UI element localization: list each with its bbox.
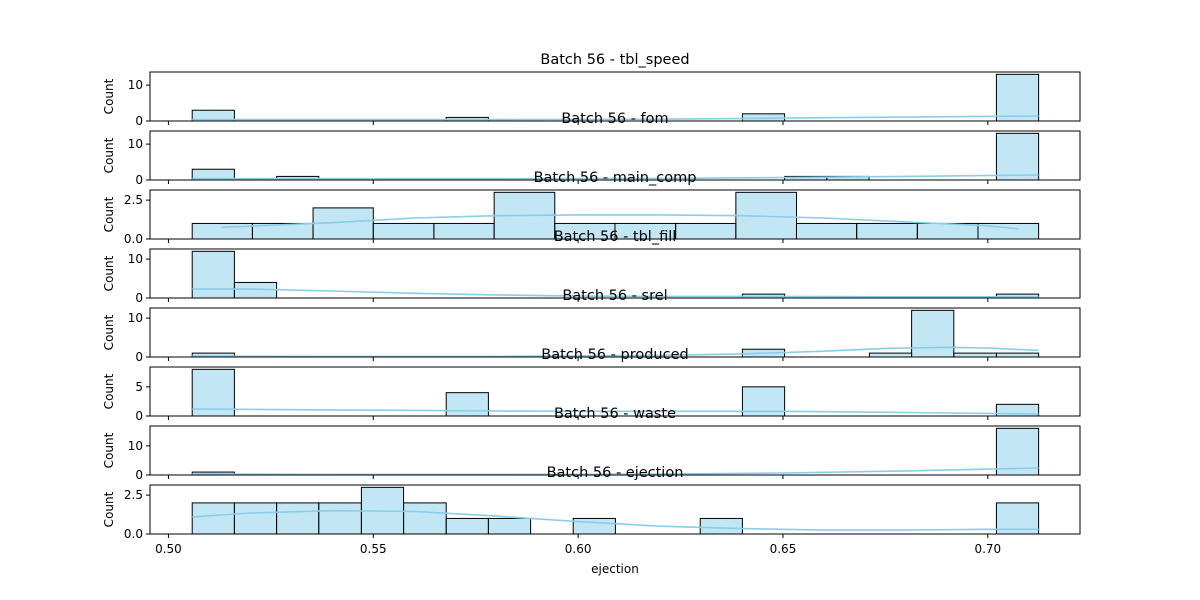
histogram-bar [916,222,979,240]
axes-frame [149,425,1081,476]
histogram-bar [995,73,1040,122]
y-tick-label: 0.0 [124,232,143,246]
y-axis-label: Count [102,314,116,350]
subplot-2: 0 10 Count Batch 56 - fom [102,111,1081,187]
x-axis-label: ejection [591,562,639,576]
kde-line [192,509,1039,531]
shared-x-axis: 0.50 0.55 0.60 0.65 0.70 [155,542,1001,556]
histogram-bar [953,352,997,358]
subplot-title: Batch 56 - tbl_fill [554,229,677,245]
y-tick-label: 5 [135,380,143,394]
subplot-title: Batch 56 - ejection [547,465,684,481]
histogram-bar [675,222,737,240]
y-axis-label: Count [102,137,116,173]
histogram-bar [572,517,616,535]
subplot-title: Batch 56 - tbl_speed [540,52,689,68]
kde-line [192,288,1039,298]
histogram-bar [372,222,435,240]
y-tick-label: 10 [128,439,143,453]
subplot-5: 0 10 Count Batch 56 - srel [102,288,1081,364]
subplot-3: 0.0 2.5 Count Batch 56 - main_comp [102,170,1081,246]
histogram-bar [995,132,1040,181]
y-tick-label: 0 [135,350,143,364]
kde-line [221,214,1019,230]
y-tick-label: 2.5 [124,193,143,207]
x-tick-label: 0.70 [974,542,1001,556]
subplot-title: Batch 56 - srel [562,288,667,304]
y-axis-label: Count [102,432,116,468]
x-tick-label: 0.55 [360,542,387,556]
subplot-title: Batch 56 - produced [541,347,688,363]
subplots: 0 10 Count Batch 56 - tbl_speed 0 10 Count Batc… [102,52,1081,541]
y-tick-label: 2.5 [124,488,143,502]
kde-line [192,467,1039,476]
histogram-bar [233,502,278,535]
kde-line [192,174,1039,180]
y-tick-label: 0 [135,409,143,423]
histogram-bar [191,368,235,417]
y-tick-label: 0 [135,291,143,305]
y-tick-label: 10 [128,137,143,151]
histogram-bar [487,517,532,535]
y-tick-label: 0 [135,114,143,128]
axes-frame [149,484,1081,535]
axes-frame [149,307,1081,358]
subplot-1: 0 10 Count Batch 56 - tbl_speed [102,52,1081,128]
y-tick-label: 0.0 [124,527,143,541]
kde-line [192,115,1039,121]
histogram-bar [403,502,447,535]
axes-frame [149,366,1081,417]
histogram-bar [191,250,235,299]
subplot-title: Batch 56 - main_comp [534,170,697,186]
y-axis-label: Count [102,255,116,291]
subplot-4: 0 10 Count Batch 56 - tbl_fill [102,229,1081,305]
y-tick-label: 10 [128,311,143,325]
histogram-bar [995,427,1040,476]
x-tick-label: 0.50 [155,542,182,556]
y-tick-label: 10 [128,252,143,266]
subplot-7: 0 10 Count Batch 56 - waste [102,406,1081,482]
histogram-bar [445,392,489,417]
histogram-bar [276,502,320,535]
histogram-bar [795,222,858,240]
axes-frame [149,248,1081,299]
y-axis-label: Count [102,196,116,232]
subplot-6: 0 5 Count Batch 56 - produced [102,347,1081,423]
histogram-bar [995,352,1040,358]
axes-frame [149,71,1081,122]
histogram-bar [911,309,955,358]
kde-line [192,346,1039,358]
histogram-bar [445,517,489,535]
y-tick-label: 10 [128,78,143,92]
y-tick-label: 0 [135,468,143,482]
y-axis-label: Count [102,78,116,114]
histogram-bar [191,502,235,535]
histogram-bar [868,352,913,358]
y-axis-label: Count [102,491,116,527]
axes-frame [149,130,1081,181]
x-tick-label: 0.60 [565,542,592,556]
x-tick-label: 0.65 [770,542,797,556]
y-axis-label: Count [102,373,116,409]
histogram-bar [433,222,495,240]
y-tick-label: 0 [135,173,143,187]
subplot-title: Batch 56 - fom [561,111,668,127]
kde-line [192,408,1039,415]
histogram-bar [856,222,918,240]
histogram-bar [699,517,743,535]
histogram-bar [318,502,362,535]
subplot-8: 0.0 2.5 Count Batch 56 - ejection [102,465,1081,541]
axes-frame [149,189,1081,240]
subplot-title: Batch 56 - waste [554,406,676,422]
